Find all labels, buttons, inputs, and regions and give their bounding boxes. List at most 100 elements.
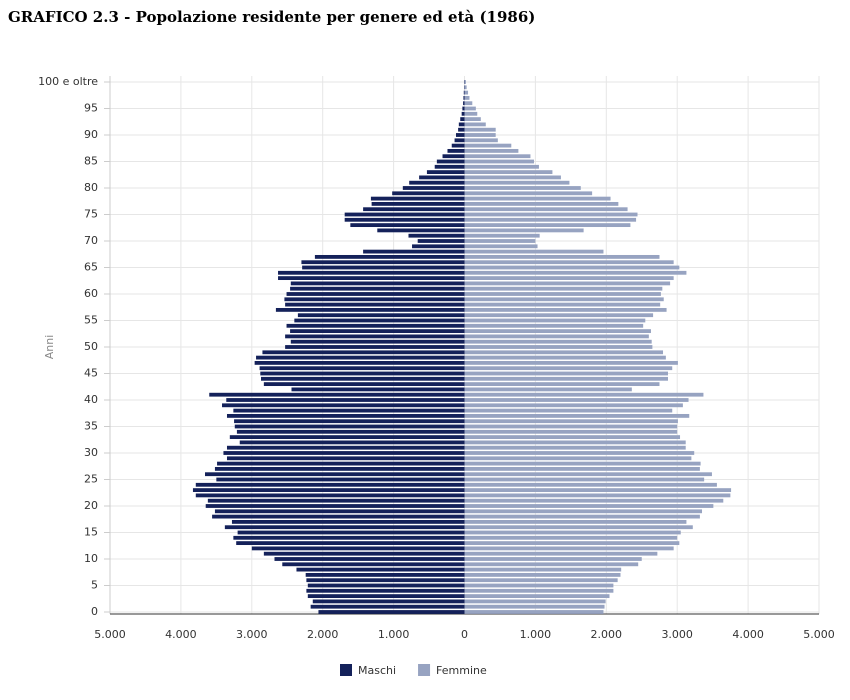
bar (461, 111, 465, 116)
chart-title: GRAFICO 2.3 - Popolazione residente per … (8, 8, 536, 26)
bar (207, 498, 465, 503)
bar (464, 366, 673, 371)
bar (464, 302, 661, 307)
y-tick-label: 20 (84, 499, 98, 512)
bar (464, 297, 664, 302)
bar (464, 498, 724, 503)
bar (350, 223, 465, 228)
bar (237, 530, 465, 535)
bar (464, 101, 473, 106)
bar (464, 196, 611, 201)
legend-swatch[interactable] (340, 664, 352, 676)
y-tick-label: 30 (84, 446, 98, 459)
bar (463, 90, 465, 95)
bar (464, 445, 686, 450)
bar (464, 201, 619, 206)
bar (263, 382, 465, 387)
bar (239, 440, 465, 445)
y-tick-label: 65 (84, 261, 98, 274)
bar (363, 207, 465, 212)
bar (462, 106, 465, 111)
bar (402, 186, 465, 190)
x-tick-label: 5.000 (803, 628, 835, 641)
bar (464, 329, 651, 334)
bar (290, 281, 465, 286)
bar (434, 164, 465, 169)
x-tick-label: 4.000 (732, 628, 764, 641)
bar (464, 567, 622, 572)
bar (409, 180, 465, 185)
bar (216, 477, 465, 482)
bar (464, 254, 660, 259)
bar (205, 504, 465, 508)
bar (464, 207, 628, 212)
bar (464, 292, 661, 296)
bar (344, 212, 465, 217)
bar (464, 286, 663, 291)
bar (226, 456, 465, 461)
bar (464, 541, 680, 546)
legend-label[interactable]: Femmine (436, 664, 487, 677)
legend-swatch[interactable] (418, 664, 431, 676)
bar (458, 122, 465, 127)
bar (233, 535, 465, 540)
bar (464, 594, 610, 599)
bar (236, 429, 465, 434)
bar (464, 80, 466, 84)
bar (464, 265, 680, 270)
bar (455, 133, 465, 137)
bar (464, 440, 686, 445)
bar (464, 429, 678, 434)
bar (464, 281, 671, 286)
bar (464, 583, 614, 588)
bar (233, 408, 465, 413)
bar (447, 148, 465, 153)
bar (417, 239, 465, 243)
bar (306, 588, 465, 593)
bar (370, 196, 465, 201)
y-axis-title: Anni (43, 335, 56, 360)
y-tick-label: 40 (84, 393, 98, 406)
bar (464, 572, 621, 577)
bar (451, 143, 465, 148)
bar (464, 599, 606, 604)
bar (464, 260, 674, 265)
bar (464, 180, 570, 185)
bar (464, 159, 534, 164)
bar (464, 477, 705, 482)
bar (464, 339, 652, 344)
y-tick-label: 25 (84, 473, 98, 486)
y-tick-label: 95 (84, 102, 98, 115)
bar (291, 387, 465, 392)
bar (286, 292, 465, 296)
bar (231, 519, 465, 524)
bar (412, 244, 465, 249)
bar (275, 307, 465, 312)
bar (464, 472, 712, 477)
bar (464, 551, 658, 556)
bar (436, 159, 465, 164)
bar (464, 530, 681, 535)
bar (301, 260, 465, 265)
bar (464, 233, 540, 238)
bar (464, 138, 498, 143)
bar (294, 318, 465, 323)
bar (464, 164, 539, 169)
bar (274, 557, 465, 561)
bar (286, 323, 465, 328)
bar (224, 525, 465, 530)
bar (464, 466, 700, 471)
x-tick-label: 0 (461, 628, 468, 641)
bar (296, 567, 465, 572)
bar (464, 127, 496, 132)
bar (464, 111, 478, 116)
bar (205, 472, 465, 477)
bar (464, 334, 649, 339)
bar (312, 599, 465, 604)
bar (464, 228, 584, 233)
bar (464, 488, 732, 493)
legend-label[interactable]: Maschi (358, 664, 396, 677)
bar (464, 212, 638, 217)
bar (464, 345, 653, 349)
bar (464, 143, 512, 148)
